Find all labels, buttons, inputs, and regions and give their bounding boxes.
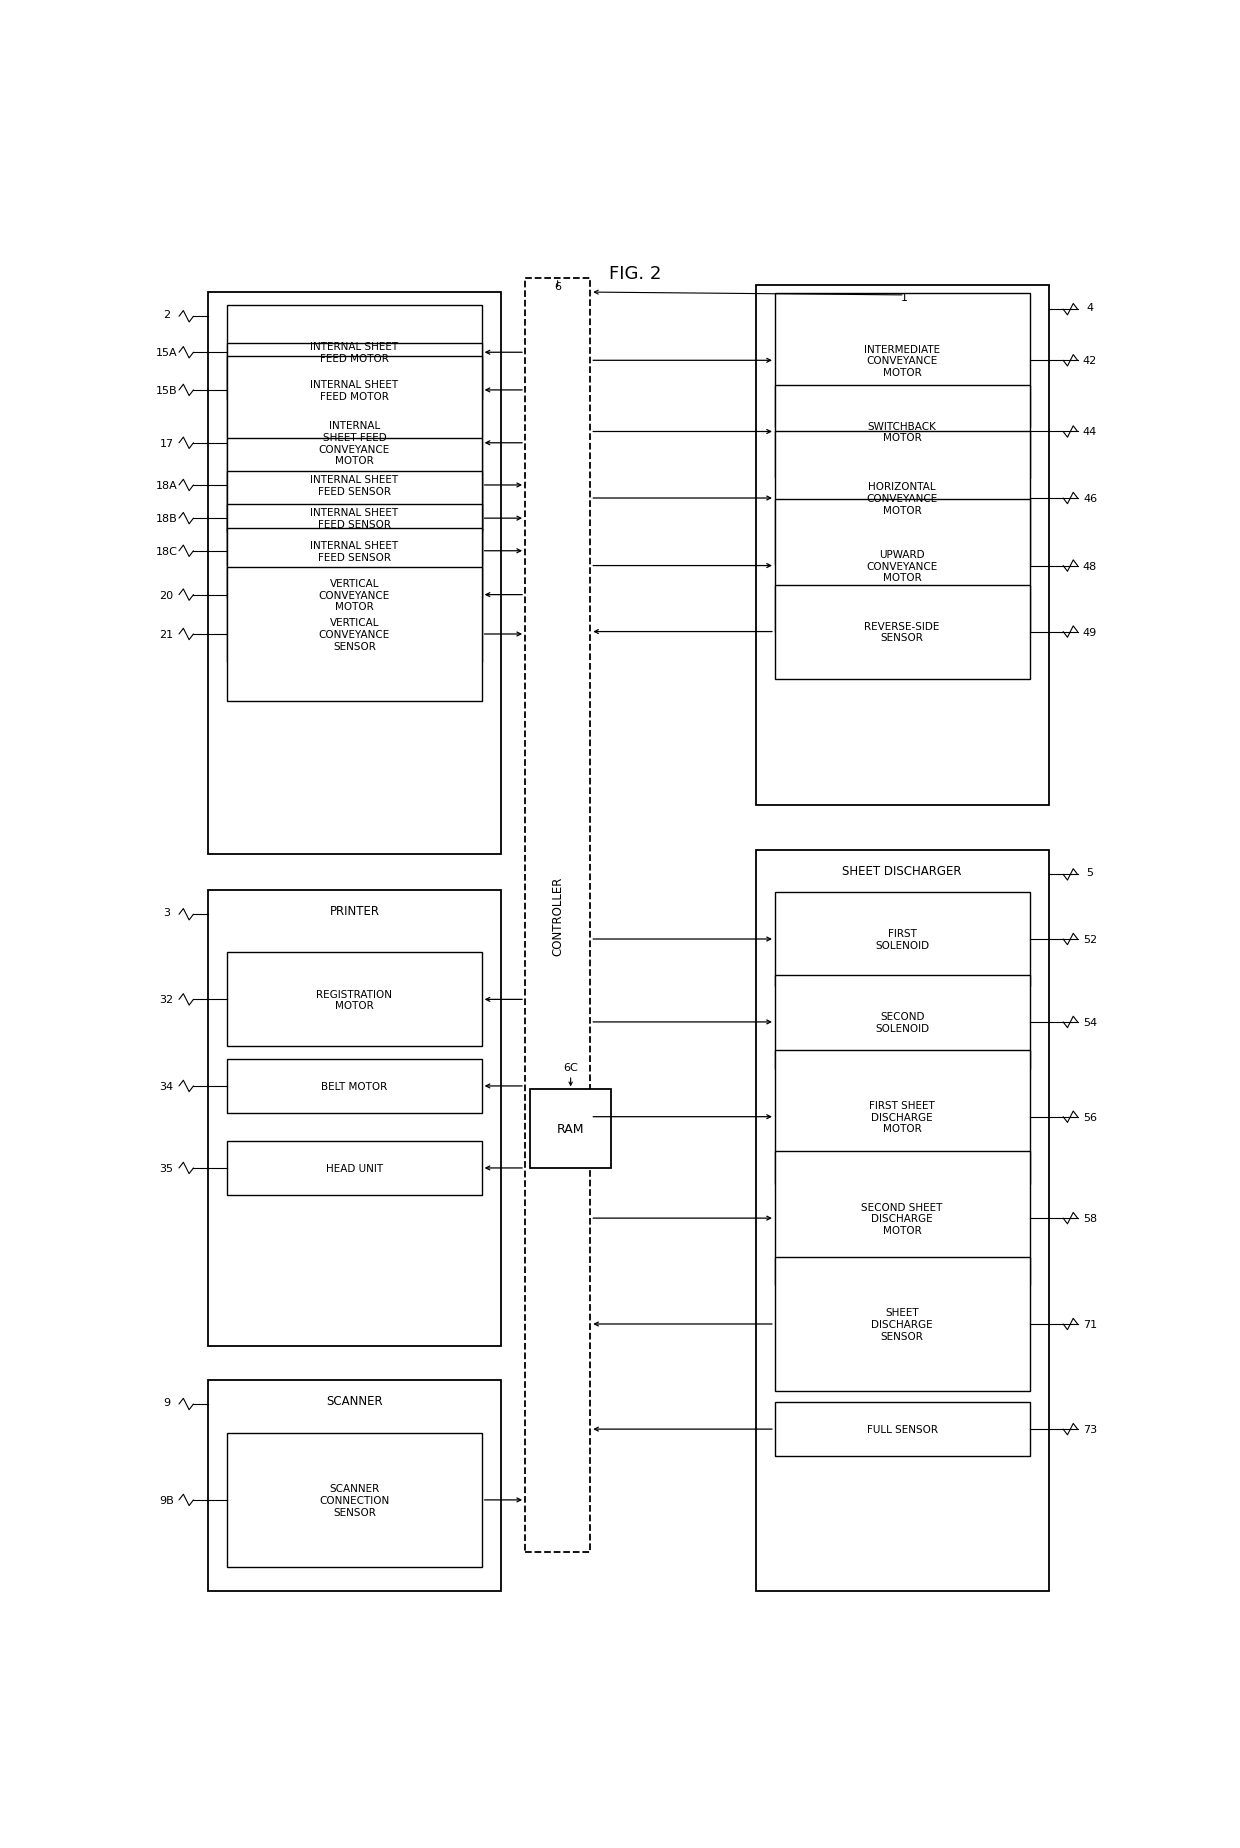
Text: CONTROLLER: CONTROLLER — [551, 876, 564, 955]
Text: SECOND SHEET
DISCHARGE
MOTOR: SECOND SHEET DISCHARGE MOTOR — [862, 1201, 942, 1234]
Text: 15B: 15B — [156, 386, 177, 395]
Bar — [775, 976, 1029, 1070]
Bar — [227, 471, 481, 565]
Text: 4: 4 — [1086, 303, 1094, 312]
Bar — [755, 286, 1049, 806]
Text: INTERNAL SHEET
FEED SENSOR: INTERNAL SHEET FEED SENSOR — [310, 508, 398, 530]
Text: REVERSE-SIDE
SENSOR: REVERSE-SIDE SENSOR — [864, 621, 940, 643]
Bar — [775, 1151, 1029, 1286]
Text: INTERNAL
SHEET FEED
CONVEYANCE
MOTOR: INTERNAL SHEET FEED CONVEYANCE MOTOR — [319, 421, 391, 466]
Bar — [208, 891, 501, 1345]
Text: 1: 1 — [901, 292, 908, 303]
Text: PRINTER: PRINTER — [330, 906, 379, 918]
Bar — [775, 432, 1029, 565]
Text: 6: 6 — [554, 281, 562, 292]
Text: VERTICAL
CONVEYANCE
SENSOR: VERTICAL CONVEYANCE SENSOR — [319, 617, 391, 650]
Bar — [525, 279, 590, 1552]
Text: 35: 35 — [160, 1162, 174, 1173]
Text: 71: 71 — [1083, 1319, 1097, 1329]
Text: SCANNER: SCANNER — [326, 1393, 383, 1408]
Text: CIRCULATION
CONVEYOR: CIRCULATION CONVEYOR — [863, 299, 941, 327]
Text: INTERNAL SHEET
FEED SENSOR: INTERNAL SHEET FEED SENSOR — [310, 475, 398, 497]
Text: 58: 58 — [1083, 1214, 1097, 1223]
Text: INTERMEDIATE
CONVEYANCE
MOTOR: INTERMEDIATE CONVEYANCE MOTOR — [864, 344, 940, 377]
Text: 20: 20 — [160, 590, 174, 601]
Text: FIRST
SOLENOID: FIRST SOLENOID — [875, 930, 929, 950]
Text: 18B: 18B — [156, 514, 177, 523]
Bar — [775, 294, 1029, 429]
Text: 18A: 18A — [156, 480, 177, 492]
Bar — [227, 567, 481, 702]
Text: SECOND
SOLENOID: SECOND SOLENOID — [875, 1011, 929, 1033]
Text: FIG. 2: FIG. 2 — [609, 264, 662, 283]
Text: SHEET
DISCHARGE
SENSOR: SHEET DISCHARGE SENSOR — [872, 1308, 932, 1342]
Bar — [227, 1142, 481, 1196]
Text: 46: 46 — [1083, 493, 1097, 505]
Bar — [529, 1090, 611, 1168]
Text: HEAD UNIT: HEAD UNIT — [326, 1162, 383, 1173]
Text: 17: 17 — [160, 438, 174, 449]
Text: 3: 3 — [162, 907, 170, 918]
Bar — [775, 1050, 1029, 1185]
Text: HORIZONTAL
CONVEYANCE
MOTOR: HORIZONTAL CONVEYANCE MOTOR — [867, 482, 937, 516]
Text: SHEET DISCHARGER: SHEET DISCHARGER — [842, 865, 962, 878]
Text: 21: 21 — [160, 630, 174, 639]
Bar — [227, 1434, 481, 1567]
Text: SCANNER
CONNECTION
SENSOR: SCANNER CONNECTION SENSOR — [319, 1484, 389, 1517]
Text: 6C: 6C — [563, 1063, 578, 1072]
Text: 49: 49 — [1083, 626, 1097, 638]
Bar — [775, 1403, 1029, 1456]
Text: 5: 5 — [1086, 869, 1094, 878]
Text: 9B: 9B — [159, 1495, 174, 1504]
Text: 2: 2 — [162, 310, 170, 320]
Bar — [775, 499, 1029, 634]
Text: 18C: 18C — [155, 547, 177, 556]
Text: 48: 48 — [1083, 562, 1097, 571]
Text: SHEET FEEDER: SHEET FEEDER — [310, 307, 398, 320]
Text: INTERNAL SHEET
FEED SENSOR: INTERNAL SHEET FEED SENSOR — [310, 541, 398, 562]
Bar — [227, 357, 481, 530]
Bar — [775, 384, 1029, 479]
Bar — [227, 344, 481, 438]
Text: 42: 42 — [1083, 357, 1097, 366]
Bar — [227, 954, 481, 1046]
Bar — [775, 586, 1029, 680]
Text: 32: 32 — [160, 994, 174, 1005]
Bar — [755, 850, 1049, 1591]
Bar — [227, 1059, 481, 1112]
Text: REGISTRATION
MOTOR: REGISTRATION MOTOR — [316, 989, 392, 1011]
Bar — [208, 292, 501, 856]
Bar — [227, 529, 481, 662]
Bar — [208, 1380, 501, 1591]
Text: BELT MOTOR: BELT MOTOR — [321, 1081, 388, 1092]
Text: SWITCHBACK
MOTOR: SWITCHBACK MOTOR — [868, 421, 936, 444]
Text: FIRST SHEET
DISCHARGE
MOTOR: FIRST SHEET DISCHARGE MOTOR — [869, 1101, 935, 1133]
Text: 52: 52 — [1083, 935, 1097, 944]
Text: UPWARD
CONVEYANCE
MOTOR: UPWARD CONVEYANCE MOTOR — [867, 549, 937, 582]
Text: 56: 56 — [1083, 1112, 1097, 1122]
Text: RAM: RAM — [557, 1122, 584, 1135]
Text: INTERNAL SHEET
FEED MOTOR: INTERNAL SHEET FEED MOTOR — [310, 381, 398, 401]
Text: 73: 73 — [1083, 1425, 1097, 1434]
Bar — [775, 893, 1029, 987]
Bar — [227, 307, 481, 399]
Text: 54: 54 — [1083, 1018, 1097, 1027]
Text: VERTICAL
CONVEYANCE
MOTOR: VERTICAL CONVEYANCE MOTOR — [319, 578, 391, 612]
Text: FULL SENSOR: FULL SENSOR — [867, 1425, 937, 1434]
Text: 9: 9 — [162, 1397, 170, 1406]
Text: 15A: 15A — [156, 347, 177, 359]
Bar — [227, 438, 481, 532]
Text: 44: 44 — [1083, 427, 1097, 438]
Bar — [775, 1257, 1029, 1392]
Text: INTERNAL SHEET
FEED MOTOR: INTERNAL SHEET FEED MOTOR — [310, 342, 398, 364]
Text: 34: 34 — [160, 1081, 174, 1092]
Bar — [227, 505, 481, 599]
